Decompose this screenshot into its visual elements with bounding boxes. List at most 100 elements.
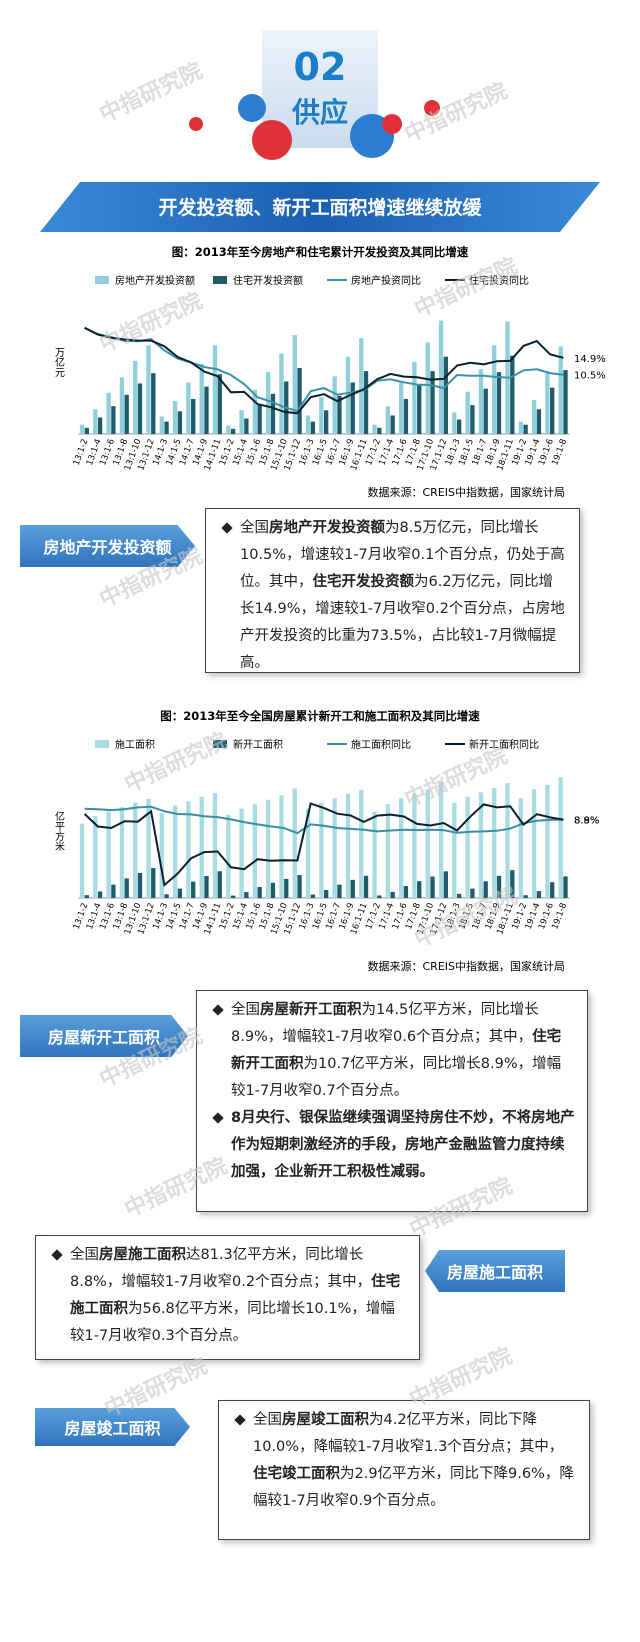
bullet-paragraph: 全国房屋竣工面积为4.2亿平方米，同比下降10.0%，降幅较1-7月收窄1.3个… xyxy=(233,1407,577,1515)
bar xyxy=(239,410,244,434)
bar xyxy=(417,881,422,898)
bar xyxy=(359,789,364,898)
bar xyxy=(226,814,231,898)
bar xyxy=(319,396,324,434)
bar xyxy=(483,388,488,434)
section-tab: 房屋施工面积 xyxy=(425,1250,565,1292)
bar xyxy=(244,892,249,898)
bar xyxy=(425,342,430,434)
end-label: 8.8% xyxy=(574,816,599,827)
bar xyxy=(151,373,156,434)
bar xyxy=(510,355,515,434)
text: 为6.2万亿元，同比增长14.9%，增速较1-7月收窄0.2个百分点，占房地产开… xyxy=(240,574,565,671)
bar xyxy=(266,799,271,898)
bar xyxy=(412,793,417,898)
bold-text: 住宅施工面积 xyxy=(70,1274,401,1317)
bar xyxy=(177,411,183,434)
bar xyxy=(359,338,364,434)
line-series xyxy=(84,805,564,835)
bar xyxy=(217,374,222,434)
text-box: 全国房屋新开工面积为14.5亿平方米，同比增长8.9%，增幅较1-7月收窄0.6… xyxy=(196,990,588,1212)
bar xyxy=(252,389,258,434)
bar xyxy=(536,891,542,898)
deco-circle xyxy=(238,94,266,122)
section-tab: 房地产开发投资额 xyxy=(20,525,195,567)
legend-label: 新开工面积 xyxy=(233,738,283,751)
bold-text: 房屋竣工面积 xyxy=(282,1412,369,1428)
bar xyxy=(332,376,337,434)
end-label: 14.9% xyxy=(574,354,606,365)
bar xyxy=(345,793,351,898)
legend-swatch xyxy=(95,740,109,748)
bar xyxy=(230,428,236,434)
legend-swatch xyxy=(213,276,227,284)
bar xyxy=(297,875,302,898)
bar xyxy=(119,377,125,434)
text: 全国 xyxy=(70,1247,99,1263)
bar xyxy=(377,427,382,434)
legend-label: 住宅开发投资额 xyxy=(233,274,303,287)
line-series xyxy=(84,327,564,415)
bar xyxy=(337,884,342,898)
text: 达81.3亿平方米，同比增长8.8%，增幅较1-7月收窄0.2个百分点；其中， xyxy=(70,1247,372,1290)
bar xyxy=(398,798,404,898)
bar xyxy=(518,798,523,898)
legend-label: 新开工面积同比 xyxy=(469,738,539,751)
bar xyxy=(124,394,129,434)
deco-circle xyxy=(252,120,292,160)
bold-text: 8月央行、银保监继续强调坚持房住不炒，不将房地产作为短期刺激经济的手段，房地产金… xyxy=(231,1110,575,1180)
bar xyxy=(496,875,502,898)
bar xyxy=(212,793,218,898)
source: 数据来源：CREIS中指数据，国家统计局 xyxy=(368,959,566,973)
bar xyxy=(199,363,204,434)
bar xyxy=(523,895,528,898)
bar xyxy=(536,409,542,434)
bar xyxy=(79,823,85,898)
bar xyxy=(350,879,355,898)
legend-swatch xyxy=(95,276,109,284)
bar xyxy=(146,345,151,434)
bar xyxy=(164,894,169,898)
bar xyxy=(191,398,196,434)
bar xyxy=(239,808,244,898)
section-tab: 房屋新开工面积 xyxy=(20,1015,188,1057)
bar xyxy=(111,884,116,898)
bar xyxy=(412,361,417,434)
bar xyxy=(483,881,488,898)
bar xyxy=(545,371,550,434)
bar xyxy=(124,878,129,898)
bar xyxy=(492,345,497,434)
bar xyxy=(266,372,271,434)
bar xyxy=(297,368,302,434)
bar xyxy=(563,370,568,434)
bar xyxy=(257,886,262,898)
bar xyxy=(403,398,409,434)
bar xyxy=(430,876,435,898)
text-box: 全国房屋施工面积达81.3亿平方米，同比增长8.8%，增幅较1-7月收窄0.2个… xyxy=(35,1235,420,1360)
legend-label: 房地产投资同比 xyxy=(351,274,421,287)
bar xyxy=(186,382,191,434)
end-label: 10.5% xyxy=(574,371,606,382)
bar xyxy=(159,416,164,434)
text: 为14.5亿平方米，同比增长8.9%，增幅较1-7月收窄0.6个百分点；其中， xyxy=(231,1002,539,1045)
bar xyxy=(403,886,409,898)
bar xyxy=(363,371,369,434)
legend-label: 房地产开发投资额 xyxy=(115,274,195,287)
section-title: 供应 xyxy=(291,96,348,129)
section-number: 02 xyxy=(294,45,347,89)
bar xyxy=(230,895,236,898)
bar xyxy=(563,876,568,898)
bar xyxy=(111,406,116,434)
bar xyxy=(97,891,103,898)
bar xyxy=(172,401,178,434)
bar xyxy=(324,889,329,898)
bar xyxy=(292,335,297,434)
bar xyxy=(377,895,382,898)
bar xyxy=(531,399,537,434)
bar xyxy=(151,868,156,898)
bar xyxy=(106,811,111,898)
legend-label: 住宅投资同比 xyxy=(469,274,529,287)
